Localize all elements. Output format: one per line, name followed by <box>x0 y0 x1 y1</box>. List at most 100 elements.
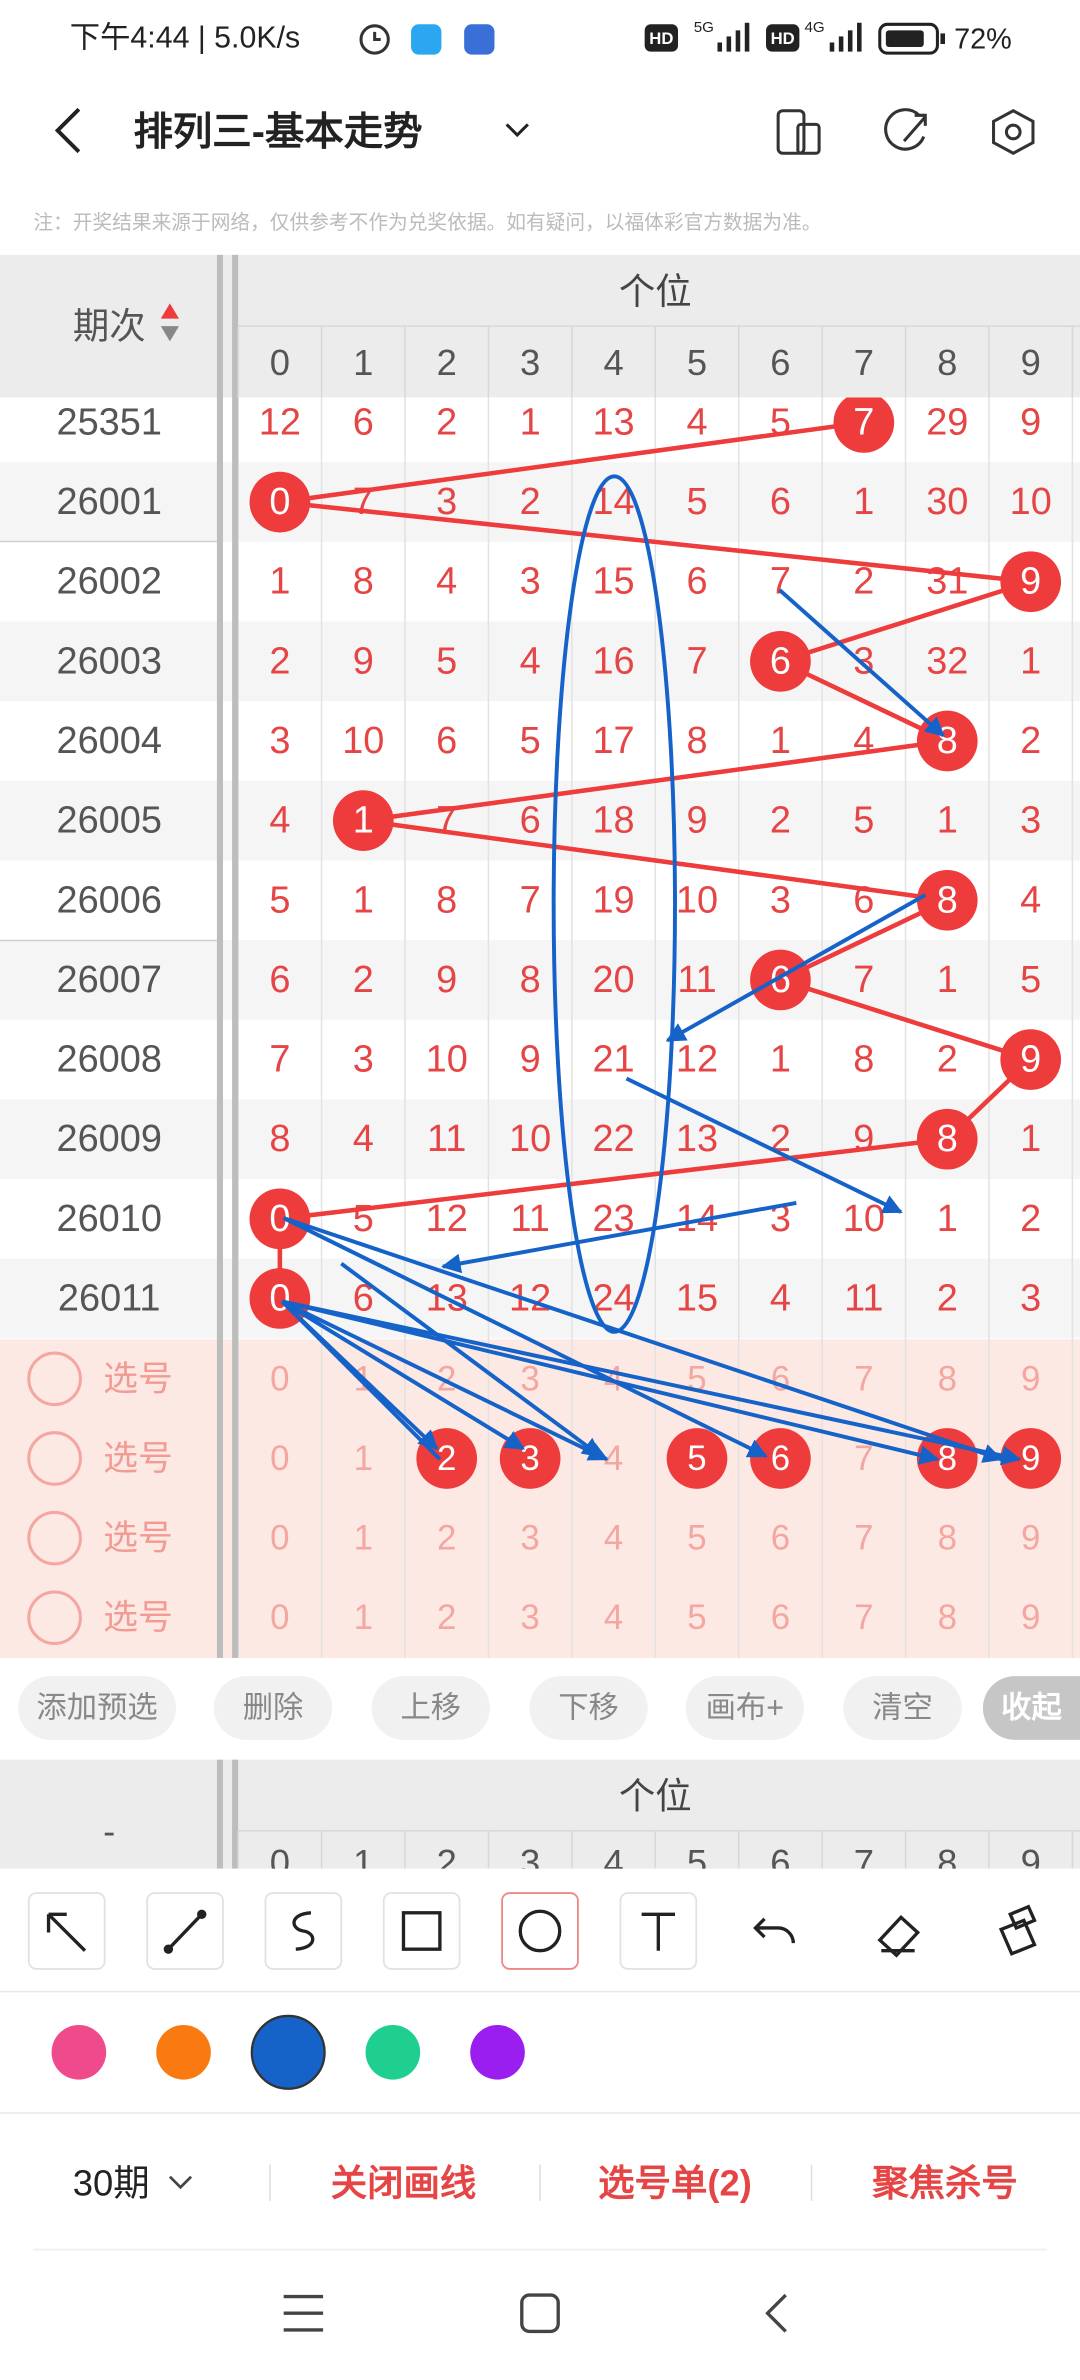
button[interactable] <box>371 1676 490 1740</box>
pick-ball[interactable] <box>916 1428 978 1489</box>
button-label[interactable]: 上移 <box>400 1691 461 1725</box>
button-label[interactable]: 添加预选 <box>36 1691 157 1725</box>
pick-number[interactable]: 0 <box>270 1359 289 1398</box>
button[interactable] <box>213 1676 333 1740</box>
tool-undo[interactable] <box>753 1917 795 1944</box>
pick-toggle[interactable] <box>27 1510 82 1566</box>
pick-number[interactable]: 8 <box>938 1519 957 1558</box>
color-swatch[interactable] <box>156 2025 211 2080</box>
tool-clear[interactable] <box>998 1904 1037 1956</box>
button-label[interactable]: 下移 <box>558 1691 619 1725</box>
cell: 8 <box>269 1118 290 1160</box>
color-swatch[interactable] <box>250 2014 326 2090</box>
pick-toggle[interactable] <box>27 1351 82 1407</box>
annotations <box>280 474 1022 1466</box>
nav-home[interactable] <box>520 2293 560 2334</box>
button-label[interactable]: 画布+ <box>706 1691 784 1725</box>
tool-rect[interactable] <box>401 1911 442 1951</box>
tool-arrow[interactable] <box>46 1912 87 1952</box>
pick-label: 选号 <box>103 1598 173 1637</box>
pick-number[interactable]: 2 <box>437 1359 456 1398</box>
pick-number[interactable]: 2 <box>437 1598 456 1637</box>
tool-text[interactable] <box>641 1912 675 1951</box>
pick-number-selected[interactable]: 8 <box>938 1439 957 1478</box>
tool-ellipse[interactable] <box>518 1909 562 1953</box>
period: 26004 <box>57 720 162 762</box>
pick-toggle[interactable] <box>27 1431 82 1486</box>
color-swatch[interactable] <box>365 2025 421 2080</box>
button-label[interactable]: 清空 <box>872 1691 933 1725</box>
footer-action[interactable]: 选号单(2) <box>598 2162 752 2203</box>
pick-number[interactable]: 1 <box>354 1598 373 1637</box>
period: 25351 <box>57 401 162 443</box>
cell: 6 <box>770 481 791 523</box>
pick-number[interactable]: 5 <box>687 1598 706 1637</box>
pick-number[interactable]: 0 <box>270 1598 289 1637</box>
pick-number[interactable]: 1 <box>354 1519 373 1558</box>
pick-number[interactable]: 9 <box>1021 1598 1040 1637</box>
pick-number[interactable]: 6 <box>771 1598 790 1637</box>
button-label[interactable]: 收起 <box>1001 1691 1062 1725</box>
pick-number[interactable]: 4 <box>604 1598 623 1637</box>
nav-menu[interactable] <box>283 2294 324 2332</box>
pick-number-selected[interactable]: 5 <box>687 1439 706 1478</box>
pick-number[interactable]: 7 <box>854 1439 873 1478</box>
trend-line <box>279 420 865 505</box>
color-swatch[interactable] <box>51 2025 107 2080</box>
device-button[interactable] <box>776 109 821 155</box>
tool-line[interactable] <box>163 1909 207 1954</box>
footer-action[interactable]: 聚焦杀号 <box>871 2162 1018 2203</box>
pick-number[interactable]: 6 <box>771 1519 790 1558</box>
signal-2 <box>829 22 862 52</box>
button[interactable] <box>529 1676 648 1740</box>
color-swatch[interactable] <box>470 2025 525 2080</box>
pick-number-selected[interactable]: 3 <box>520 1439 539 1478</box>
pick-number[interactable]: 4 <box>604 1519 623 1558</box>
pick-ball[interactable] <box>666 1428 728 1489</box>
button[interactable] <box>843 1676 962 1740</box>
button-label[interactable]: 删除 <box>243 1691 304 1725</box>
hd-badge <box>766 24 800 52</box>
pick-number[interactable]: 5 <box>687 1519 706 1558</box>
pick-number[interactable]: 3 <box>520 1359 539 1398</box>
nav-back[interactable] <box>765 2293 787 2333</box>
pick-number[interactable]: 7 <box>854 1359 873 1398</box>
title-dropdown[interactable] <box>505 123 529 138</box>
period-select[interactable]: 30期 <box>73 2162 150 2203</box>
share-button[interactable] <box>884 108 927 151</box>
button[interactable] <box>18 1676 176 1740</box>
sort-down[interactable] <box>160 326 179 342</box>
footer-action[interactable]: 关闭画线 <box>331 2162 477 2203</box>
hit-number: 9 <box>1020 561 1041 603</box>
digit-header: 0 <box>270 342 290 383</box>
pick-ball[interactable] <box>1000 1428 1062 1489</box>
pick-number-selected[interactable]: 2 <box>437 1439 456 1478</box>
pick-number[interactable]: 8 <box>938 1359 957 1398</box>
pick-toggle[interactable] <box>27 1590 82 1646</box>
pick-number[interactable]: 8 <box>938 1598 957 1637</box>
pick-number[interactable]: 7 <box>854 1519 873 1558</box>
button[interactable] <box>982 1676 1080 1740</box>
pick-number[interactable]: 4 <box>604 1439 623 1478</box>
pick-number-selected[interactable]: 9 <box>1021 1439 1040 1478</box>
pick-number[interactable]: 2 <box>437 1519 456 1558</box>
pick-number[interactable]: 0 <box>270 1519 289 1558</box>
pick-number[interactable]: 3 <box>520 1519 539 1558</box>
pick-number[interactable]: 0 <box>270 1439 289 1478</box>
tool-eraser[interactable] <box>877 1914 921 1958</box>
pick-number-selected[interactable]: 6 <box>771 1439 790 1478</box>
back-button[interactable] <box>54 107 81 154</box>
tool-curve[interactable] <box>292 1911 315 1951</box>
hit-ball <box>750 631 811 692</box>
sort-up[interactable] <box>160 303 179 319</box>
pick-number[interactable]: 1 <box>354 1439 373 1478</box>
button[interactable] <box>685 1676 804 1740</box>
pick-number[interactable]: 9 <box>1021 1359 1040 1398</box>
pick-number[interactable]: 6 <box>771 1359 790 1398</box>
pick-number[interactable]: 3 <box>520 1598 539 1637</box>
settings-button[interactable] <box>992 109 1035 155</box>
pick-number[interactable]: 7 <box>854 1598 873 1637</box>
pick-number[interactable]: 9 <box>1021 1519 1040 1558</box>
digit-header: 0 <box>270 1842 290 1883</box>
digit-header: 1 <box>353 1842 373 1883</box>
